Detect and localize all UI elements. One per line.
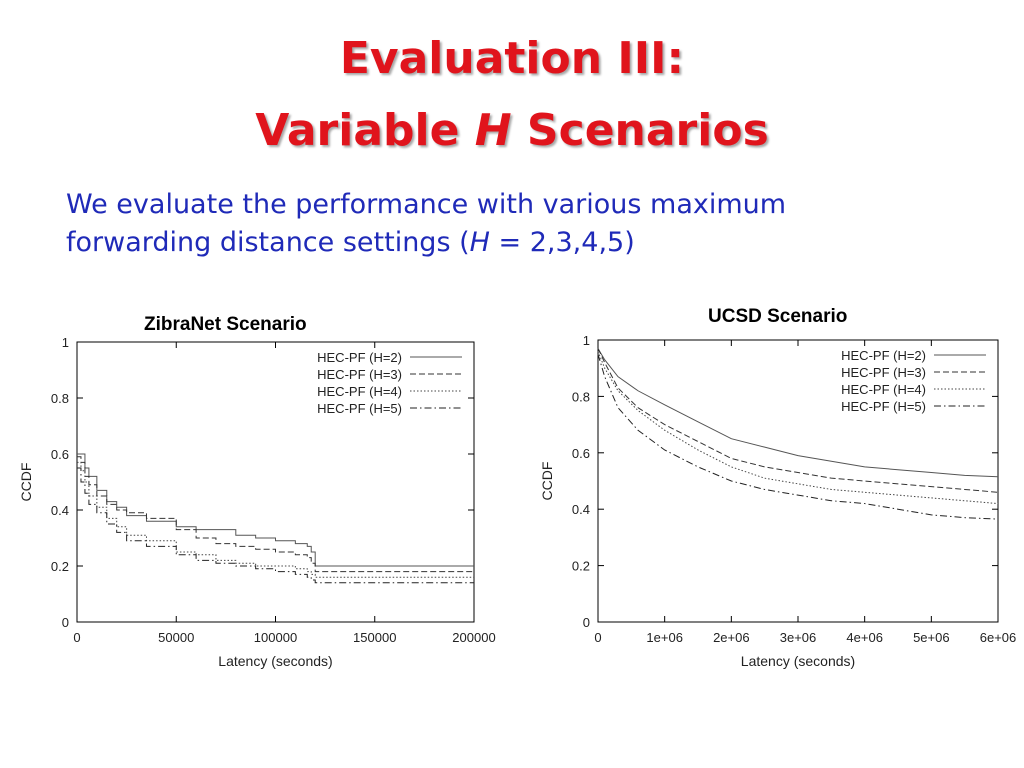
x-tick-label: 0 xyxy=(73,630,80,645)
zibranet-chart: 0 0.2 0.4 0.6 0.8 1 0 50000 100000 150000 200000 La… xyxy=(18,335,496,669)
body-text-1: We evaluate the performance with various… xyxy=(66,189,787,220)
y-tick-label: 0.6 xyxy=(572,446,590,461)
plot-frame xyxy=(76,341,475,623)
y-tick-label: 0.4 xyxy=(572,502,590,517)
series-line-h4 xyxy=(77,461,474,578)
y-tick-label: 0.6 xyxy=(51,447,69,462)
x-axis-label: Latency (seconds) xyxy=(218,653,332,669)
body-text-2-post: = 2,3,4,5) xyxy=(489,227,635,258)
legend-label: HEC-PF (H=3) xyxy=(841,365,926,380)
series-line-h3 xyxy=(597,348,999,493)
slide-title-text-1: Evaluation III: xyxy=(339,33,685,84)
body-text-line-1: We evaluate the performance with various… xyxy=(66,186,966,224)
slide-title-line-1: Evaluation III: xyxy=(0,34,1024,84)
x-tick-label: 50000 xyxy=(158,630,194,645)
slide-title-line-2: Variable H Scenarios xyxy=(0,106,1024,156)
series-line-h5 xyxy=(77,467,474,584)
y-tick-label: 0.8 xyxy=(572,389,590,404)
slide-title-variable: H xyxy=(474,105,512,156)
y-axis-label: CCDF xyxy=(539,462,555,501)
series-line-h3 xyxy=(77,456,474,573)
legend-label: HEC-PF (H=2) xyxy=(317,350,402,365)
y-tick-label: 0.2 xyxy=(51,559,69,574)
legend-label: HEC-PF (H=2) xyxy=(841,348,926,363)
legend-label: HEC-PF (H=5) xyxy=(841,399,926,414)
x-tick-label: 1e+06 xyxy=(646,630,683,645)
x-tick-label: 3e+06 xyxy=(780,630,817,645)
body-text-2-variable: H xyxy=(469,227,490,258)
x-tick-label: 200000 xyxy=(452,630,495,645)
slide-title-pre: Variable xyxy=(255,105,475,156)
x-tick-label: 4e+06 xyxy=(846,630,883,645)
series-line-h2 xyxy=(77,453,474,567)
x-tick-label: 2e+06 xyxy=(713,630,750,645)
y-axis-label: CCDF xyxy=(18,463,34,502)
x-axis-label: Latency (seconds) xyxy=(741,653,855,669)
chart-title-ucsd: UCSD Scenario xyxy=(708,306,848,327)
plot-frame xyxy=(597,339,999,623)
x-tick-label: 6e+06 xyxy=(980,630,1017,645)
x-tick-label: 100000 xyxy=(254,630,297,645)
y-tick-label: 0.2 xyxy=(572,559,590,574)
ucsd-chart: 0 0.2 0.4 0.6 0.8 1 0 1e+06 2e+06 3e+06 4e+06 5e+06… xyxy=(539,333,1017,669)
y-tick-label: 0 xyxy=(583,615,590,630)
y-tick-label: 0.8 xyxy=(51,391,69,406)
legend-label: HEC-PF (H=3) xyxy=(317,367,402,382)
y-tick-label: 0 xyxy=(62,615,69,630)
legend-label: HEC-PF (H=4) xyxy=(317,384,402,399)
x-tick-label: 5e+06 xyxy=(913,630,950,645)
y-tick-label: 1 xyxy=(583,333,590,348)
body-text-2-pre: forwarding distance settings ( xyxy=(66,227,470,258)
slide-title-post: Scenarios xyxy=(511,105,769,156)
y-tick-label: 1 xyxy=(62,335,69,350)
y-tick-label: 0.4 xyxy=(51,503,69,518)
series-line-h5 xyxy=(597,353,999,520)
x-tick-label: 150000 xyxy=(353,630,396,645)
series-line-h4 xyxy=(597,351,999,505)
series-line-h2 xyxy=(597,348,999,478)
x-tick-label: 0 xyxy=(594,630,601,645)
body-text-line-2: forwarding distance settings (H = 2,3,4,… xyxy=(66,224,966,262)
legend-label: HEC-PF (H=5) xyxy=(317,401,402,416)
chart-title-zibranet: ZibraNet Scenario xyxy=(144,314,307,335)
legend-label: HEC-PF (H=4) xyxy=(841,382,926,397)
